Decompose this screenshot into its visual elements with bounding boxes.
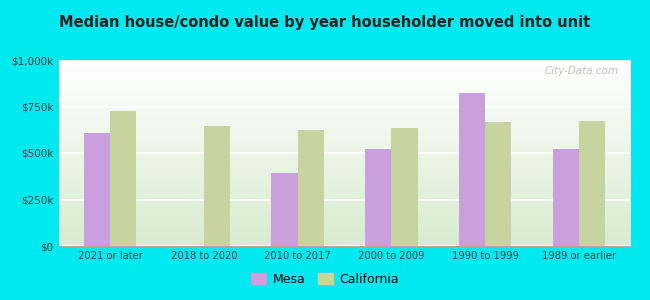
Bar — [579, 122, 605, 246]
Bar — [485, 122, 512, 246]
Legend: Mesa, California: Mesa, California — [246, 268, 404, 291]
Bar — [271, 173, 298, 246]
Bar — [298, 130, 324, 246]
Bar — [110, 111, 136, 246]
Bar — [204, 126, 230, 246]
Text: City-Data.com: City-Data.com — [545, 66, 619, 76]
Bar — [459, 94, 485, 246]
Bar — [391, 128, 418, 246]
Bar — [84, 133, 110, 246]
Bar — [552, 149, 579, 246]
Bar — [365, 149, 391, 246]
Text: Median house/condo value by year householder moved into unit: Median house/condo value by year househo… — [59, 15, 591, 30]
